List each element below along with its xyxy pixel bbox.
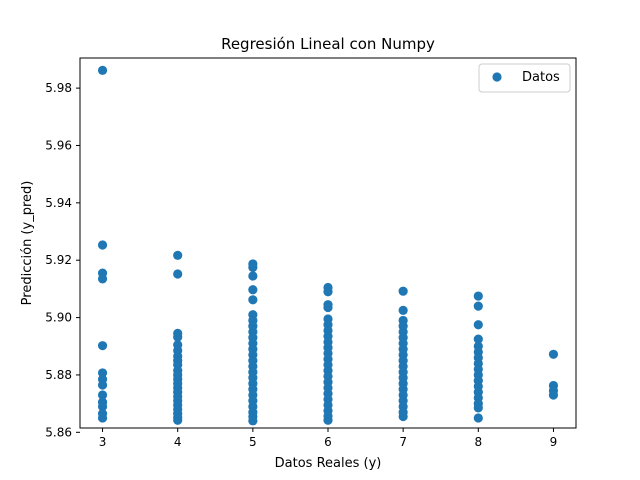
y-axis-label: Predicción (y_pred) — [20, 181, 35, 306]
data-point — [473, 320, 483, 330]
x-tick-label: 7 — [399, 435, 407, 449]
data-point — [97, 413, 108, 423]
y-tick-label: 5.94 — [45, 196, 72, 210]
x-tick-label: 6 — [324, 435, 332, 449]
data-point — [473, 413, 483, 423]
data-point — [173, 332, 183, 342]
data-point — [97, 341, 108, 351]
data-point — [473, 403, 483, 413]
data-point — [97, 390, 108, 400]
legend-marker — [492, 72, 502, 82]
data-point — [248, 285, 258, 295]
data-point — [248, 271, 258, 281]
x-tick-label: 3 — [99, 435, 107, 449]
data-point — [248, 416, 258, 426]
data-point — [398, 286, 408, 296]
data-point — [173, 415, 183, 425]
x-tick-label: 5 — [249, 435, 257, 449]
data-point — [473, 291, 483, 301]
legend: Datos — [478, 63, 571, 93]
y-tick-label: 5.96 — [45, 138, 72, 152]
legend-box — [478, 63, 571, 93]
data-point — [97, 401, 108, 412]
y-axis-ticks: 5.86 5.88 5.90 5.92 5.94 5.96 5.98 — [45, 81, 80, 439]
chart-title: Regresión Lineal con Numpy — [221, 35, 435, 53]
data-point — [548, 349, 559, 359]
x-axis-label: Datos Reales (y) — [275, 456, 382, 471]
data-point — [473, 334, 483, 344]
y-tick-label: 5.90 — [45, 311, 72, 325]
y-tick-label: 5.92 — [45, 253, 72, 267]
data-point — [97, 380, 108, 390]
plot-frame — [79, 57, 577, 429]
data-point — [323, 287, 333, 297]
x-tick-label: 8 — [474, 435, 482, 449]
scatter-points — [97, 65, 559, 426]
data-point — [323, 302, 333, 313]
y-tick-label: 5.86 — [45, 425, 72, 439]
data-point — [248, 295, 258, 305]
x-tick-label: 4 — [174, 435, 182, 449]
data-point — [173, 269, 183, 279]
data-point — [173, 250, 183, 260]
data-point — [97, 65, 108, 75]
data-point — [323, 415, 333, 425]
data-point — [97, 240, 108, 250]
x-tick-label: 9 — [550, 435, 558, 449]
data-point — [97, 368, 108, 378]
x-axis-ticks: 3 4 5 6 7 8 9 — [99, 428, 558, 449]
y-tick-label: 5.88 — [45, 368, 72, 382]
legend-label: Datos — [522, 70, 560, 85]
data-point — [97, 274, 108, 284]
data-point — [248, 262, 258, 272]
y-tick-label: 5.98 — [45, 81, 72, 95]
data-point — [473, 301, 483, 311]
data-point — [548, 390, 559, 400]
data-point — [398, 305, 408, 315]
data-point — [398, 411, 408, 422]
